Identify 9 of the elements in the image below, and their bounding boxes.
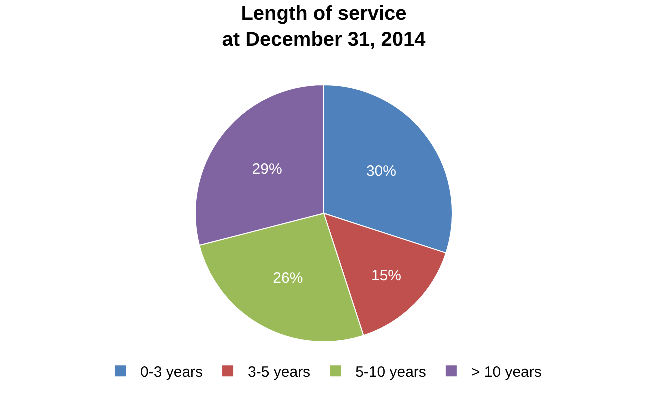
chart-title: Length of service at December 31, 2014 xyxy=(222,3,427,51)
legend-label: 0-3 years xyxy=(140,364,204,381)
data-label: 26% xyxy=(273,270,304,288)
data-label: 15% xyxy=(371,267,402,284)
legend-label: 3-5 years xyxy=(248,364,311,381)
legend-label: 5-10 years xyxy=(356,364,426,381)
legend-label: > 10 years xyxy=(471,364,542,381)
data-label: 30% xyxy=(366,163,396,180)
data-label: 29% xyxy=(252,161,282,178)
